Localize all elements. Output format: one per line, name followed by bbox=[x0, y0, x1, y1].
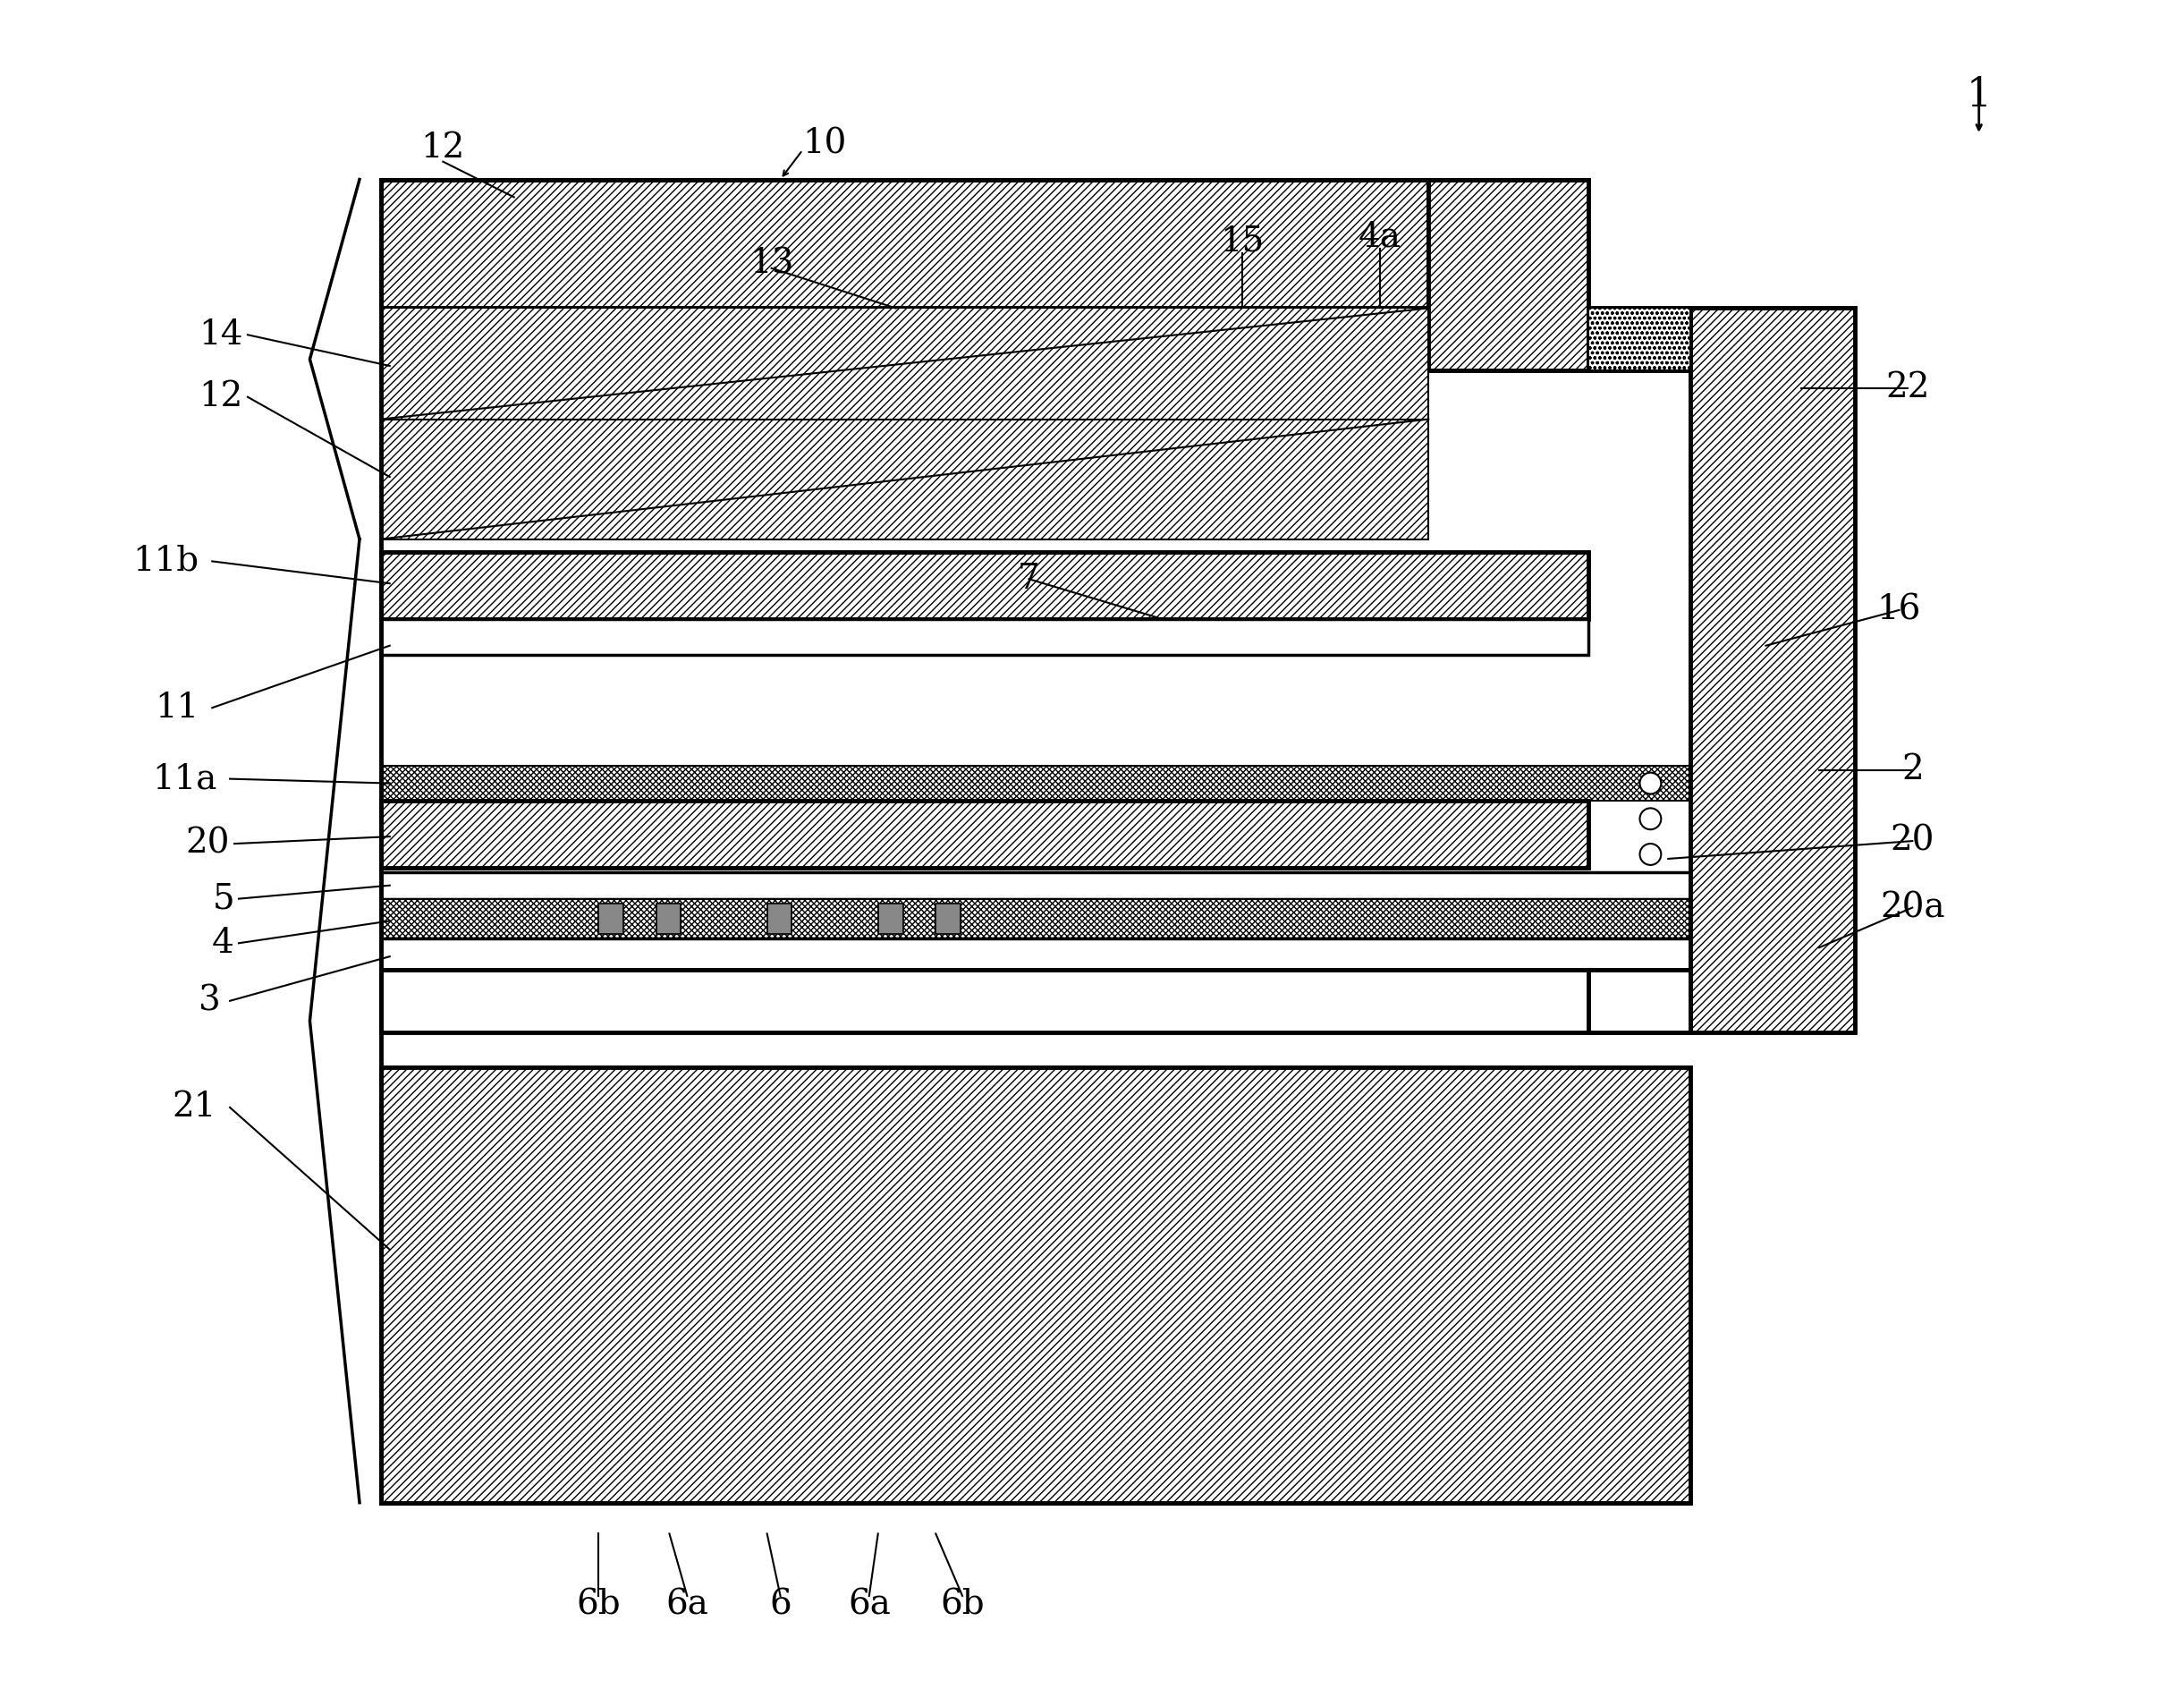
Bar bbox=[380, 1068, 1690, 1503]
Bar bbox=[878, 902, 902, 935]
Bar bbox=[380, 766, 1690, 802]
Text: 10: 10 bbox=[804, 128, 847, 160]
Bar bbox=[380, 802, 1588, 868]
Text: 6: 6 bbox=[769, 1588, 791, 1621]
Bar bbox=[380, 619, 1588, 655]
Circle shape bbox=[1640, 809, 1662, 829]
Bar bbox=[380, 179, 1428, 309]
Bar bbox=[380, 872, 1690, 899]
Text: 6a: 6a bbox=[847, 1588, 891, 1621]
Text: 4a: 4a bbox=[1358, 220, 1402, 254]
Text: 13: 13 bbox=[749, 247, 793, 280]
Circle shape bbox=[1640, 773, 1662, 793]
Text: 1: 1 bbox=[1966, 75, 1992, 114]
Bar bbox=[598, 902, 622, 935]
Text: 14: 14 bbox=[199, 319, 242, 351]
Bar bbox=[380, 969, 1690, 1032]
Bar bbox=[380, 899, 1690, 938]
Text: 3: 3 bbox=[199, 984, 221, 1017]
Bar bbox=[1588, 969, 1690, 1032]
Bar bbox=[767, 902, 793, 935]
Text: 20: 20 bbox=[186, 827, 229, 860]
Bar bbox=[380, 938, 1690, 969]
Text: 6b: 6b bbox=[577, 1588, 620, 1621]
Text: 2: 2 bbox=[1902, 754, 1924, 786]
Text: 20a: 20a bbox=[1880, 891, 1944, 925]
Text: 11: 11 bbox=[155, 691, 199, 725]
Text: 22: 22 bbox=[1885, 372, 1931, 404]
Text: 15: 15 bbox=[1221, 225, 1265, 258]
Text: 6a: 6a bbox=[666, 1588, 708, 1621]
Text: 21: 21 bbox=[173, 1090, 216, 1124]
Text: 16: 16 bbox=[1876, 594, 1922, 626]
Text: 7: 7 bbox=[1018, 563, 1040, 595]
Circle shape bbox=[1640, 844, 1662, 865]
Bar bbox=[1588, 309, 1690, 370]
Polygon shape bbox=[380, 309, 1428, 420]
Text: 11b: 11b bbox=[133, 544, 199, 578]
Text: 11a: 11a bbox=[153, 763, 216, 795]
Bar bbox=[935, 902, 961, 935]
Text: 4: 4 bbox=[212, 926, 234, 960]
Text: 20: 20 bbox=[1889, 824, 1935, 858]
Bar bbox=[1588, 309, 1690, 370]
Bar bbox=[380, 553, 1588, 619]
Bar bbox=[655, 902, 681, 935]
Text: 12: 12 bbox=[422, 131, 465, 165]
Bar bbox=[1428, 179, 1588, 370]
Text: 12: 12 bbox=[199, 380, 242, 413]
Text: 5: 5 bbox=[212, 882, 234, 916]
Bar bbox=[1690, 309, 1854, 1032]
Polygon shape bbox=[380, 420, 1428, 539]
Text: 6b: 6b bbox=[939, 1588, 985, 1621]
